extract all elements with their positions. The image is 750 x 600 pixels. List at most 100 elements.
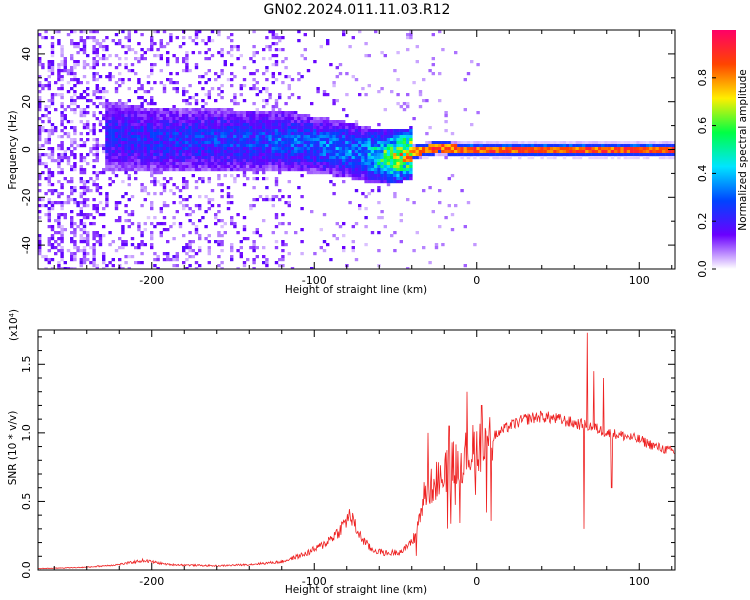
spectrogram-cell [86,216,90,220]
spectrogram-cell [95,105,99,109]
spectrogram-cell [262,159,266,163]
spectrogram-cell [332,147,336,151]
spectrogram-cell [322,147,327,151]
spectrogram-cell [626,156,631,160]
spectrogram-cell [274,42,279,46]
spectrogram-cell [303,33,307,37]
spectrogram-cell [303,117,307,121]
spectrogram-cell [393,195,397,199]
spectrogram-cell [204,123,208,127]
spectrogram-cell [265,186,269,190]
spectrogram-cell [306,126,311,130]
spectrogram-cell [265,147,269,151]
spectrogram-cell [396,141,400,145]
spectrogram-cell [143,159,147,163]
spectrogram-cell [326,156,330,160]
spectrogram-cell [230,132,234,136]
spectrogram-cell [364,159,368,163]
spectrogram-cell [383,165,387,169]
spectrogram-cell [297,159,301,163]
spectrogram-cell [92,114,96,118]
spectrogram-cell [50,258,55,262]
spectrogram-cell [351,168,355,172]
spectrogram-cell [198,30,202,34]
spectrogram-cell [287,129,291,133]
spectrogram-cell [342,33,346,37]
spectrogram-cell [274,105,279,109]
spectrogram-cell [230,147,234,151]
spectrogram-cell [466,147,471,151]
spectrogram-cell [230,246,234,250]
spectrogram-cell [214,129,218,133]
spectrogram-cell [50,183,55,187]
spectrogram-cell [367,141,371,145]
spectrogram-cell [118,162,122,166]
spectrogram-cell [294,147,298,151]
spectrogram-cell [370,165,375,169]
spectrogram-cell [47,81,51,85]
spectrogram-cell [268,126,272,130]
spectrogram-cell [393,144,397,148]
spectrogram-cell [367,171,371,175]
spectrogram-cell [198,126,202,130]
spectrogram-cell [297,126,301,130]
spectrogram-cell [38,84,42,88]
spectrogram-cell [50,225,55,229]
spectrogram-cell [294,144,298,148]
bottom-y-tick-label: 0.0 [20,561,33,579]
spectrogram-cell [345,159,349,163]
spectrogram-cell [146,120,151,124]
spectrogram-cell [524,144,528,148]
spectrogram-cell [150,153,154,157]
spectrogram-cell [393,141,397,145]
spectrogram-cell [278,111,282,115]
spectrogram-cell [204,72,208,76]
spectrogram-cell [201,147,205,151]
spectrogram-cell [79,264,83,268]
spectrogram-cell [377,165,381,169]
spectrogram-cell [278,144,282,148]
spectrogram-cell [495,141,499,145]
spectrogram-cell [434,153,439,157]
spectrogram-cell [175,117,179,121]
spectrogram-cell [226,159,231,163]
spectrogram-cell [76,60,80,64]
spectrogram-cell [118,108,122,112]
spectrogram-cell [342,159,346,163]
spectrogram-cell [169,165,173,169]
spectrogram-cell [473,243,477,247]
spectrogram-cell [281,255,285,259]
spectrogram-cell [82,51,87,55]
spectrogram-cell [166,78,170,82]
spectrogram-cell [70,189,74,193]
spectrogram-cell [249,138,253,142]
spectrogram-cell [118,105,122,109]
spectrogram-cell [377,186,381,190]
spectrogram-cell [249,117,253,121]
spectrogram-cell [310,210,314,214]
spectrogram-cell [377,150,381,154]
spectrogram-cell [38,210,42,214]
spectrogram-cell [41,162,45,166]
spectrogram-cell [220,135,224,139]
spectrogram-cell [105,48,109,52]
spectrogram-cell [294,132,298,136]
spectrogram-cell [188,219,192,223]
spectrogram-cell [54,231,58,235]
spectrogram-cell [322,141,327,145]
spectrogram-cell [38,138,42,142]
spectrogram-cell [294,150,298,154]
spectrogram-cell [201,135,205,139]
spectrogram-cell [127,219,131,223]
bottom-y-tick-label: 1.5 [20,356,33,374]
spectrogram-cell [370,135,375,139]
spectrogram-cell [57,264,61,268]
spectrogram-cell [182,204,186,208]
spectrogram-cell [41,114,45,118]
spectrogram-cell [188,153,192,157]
spectrogram-cell [406,165,410,169]
spectrogram-cell [409,156,413,160]
spectrogram-cell [54,108,58,112]
spectrogram-cell [182,162,186,166]
spectrogram-cell [156,267,160,269]
